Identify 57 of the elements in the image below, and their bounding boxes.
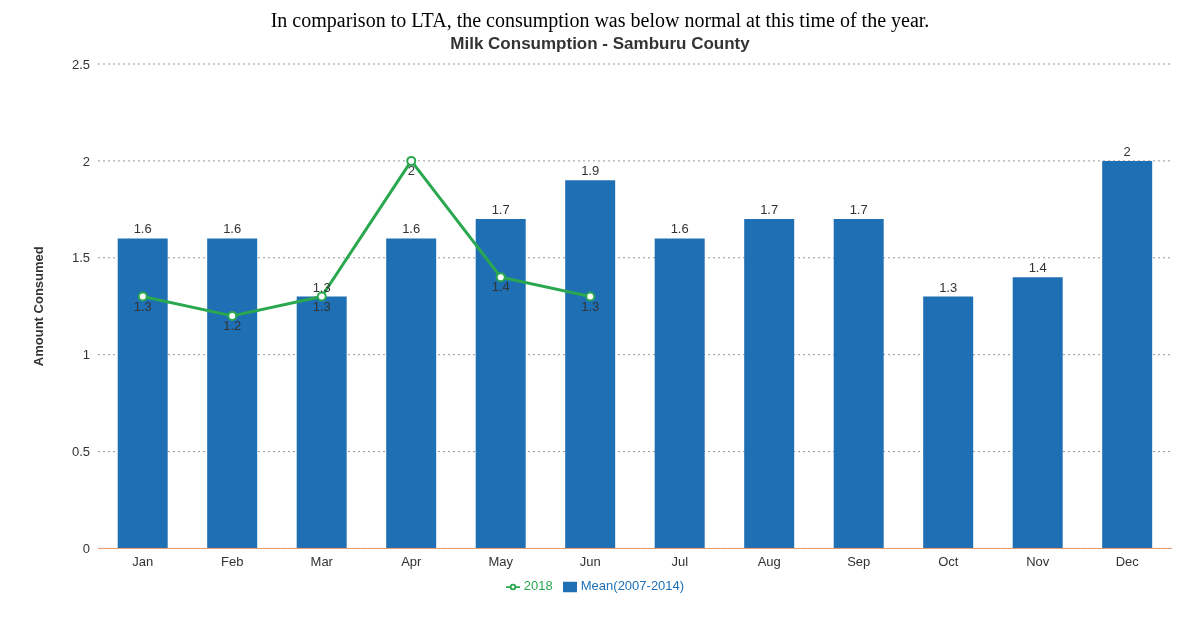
text: In comparison to LTA, the consumption was below normal at this time of the year. xyxy=(269,8,931,32)
data-label: 1.4 xyxy=(1028,260,1047,276)
bar xyxy=(833,219,884,549)
data-label: 1.3 xyxy=(133,298,152,314)
y-tick-label: 0 xyxy=(82,541,90,557)
x-tick-label: Dec xyxy=(1115,553,1140,569)
y-tick-label: 2.5 xyxy=(71,56,90,72)
data-label: 1.6 xyxy=(223,221,242,237)
bar xyxy=(744,219,795,549)
y-tick-label: 1 xyxy=(82,347,90,363)
y-axis-title: Amount Consumed xyxy=(30,246,46,367)
data-label: 1.3 xyxy=(939,279,958,295)
y-tick-label: 1.5 xyxy=(71,250,90,266)
chart-title: Milk Consumption - Samburu County xyxy=(449,34,751,54)
point xyxy=(137,291,148,302)
x-tick-label: May xyxy=(488,553,514,569)
data-label: 1.3 xyxy=(312,298,331,314)
data-label: 1.7 xyxy=(849,202,868,218)
y-tick-label: 0.5 xyxy=(71,444,90,460)
x-tick-label: Feb xyxy=(221,553,244,569)
point xyxy=(227,310,238,321)
bar xyxy=(565,180,616,549)
data-label: 2 xyxy=(407,163,415,179)
x-tick-label: Oct xyxy=(938,553,959,569)
x-tick-label: Sep xyxy=(847,553,871,569)
data-label: 1.9 xyxy=(581,163,600,179)
bar xyxy=(654,238,705,549)
bar xyxy=(117,238,168,549)
bar xyxy=(296,296,347,549)
legend-label: 2018 xyxy=(523,578,553,594)
data-label: 1.4 xyxy=(491,279,510,295)
bar xyxy=(1102,160,1153,549)
x-tick-label: Mar xyxy=(310,553,334,569)
point xyxy=(495,272,506,283)
x-tick-label: Jan xyxy=(132,553,154,569)
bar xyxy=(386,238,437,549)
data-label: 1.6 xyxy=(133,221,152,237)
x-tick-label: Apr xyxy=(401,553,423,569)
bar xyxy=(1012,277,1063,549)
bar xyxy=(207,238,258,549)
point xyxy=(406,155,417,166)
y-tick-label: 2 xyxy=(82,153,90,169)
x-tick-label: Jun xyxy=(579,553,601,569)
x-tick-label: Aug xyxy=(757,553,781,569)
data-label: 1.7 xyxy=(760,202,779,218)
bar xyxy=(475,219,526,549)
data-label: 1.7 xyxy=(491,202,510,218)
x-tick-label: Jul xyxy=(671,553,689,569)
legend-label: Mean(2007-2014) xyxy=(580,578,685,594)
x-tick-label: Nov xyxy=(1026,553,1050,569)
point xyxy=(585,291,596,302)
data-label: 1.6 xyxy=(402,221,421,237)
data-label: 1.6 xyxy=(670,221,689,237)
data-label: 1.2 xyxy=(223,318,242,334)
bar xyxy=(923,296,974,549)
data-label: 1.3 xyxy=(581,298,600,314)
data-label: 2 xyxy=(1123,143,1131,159)
